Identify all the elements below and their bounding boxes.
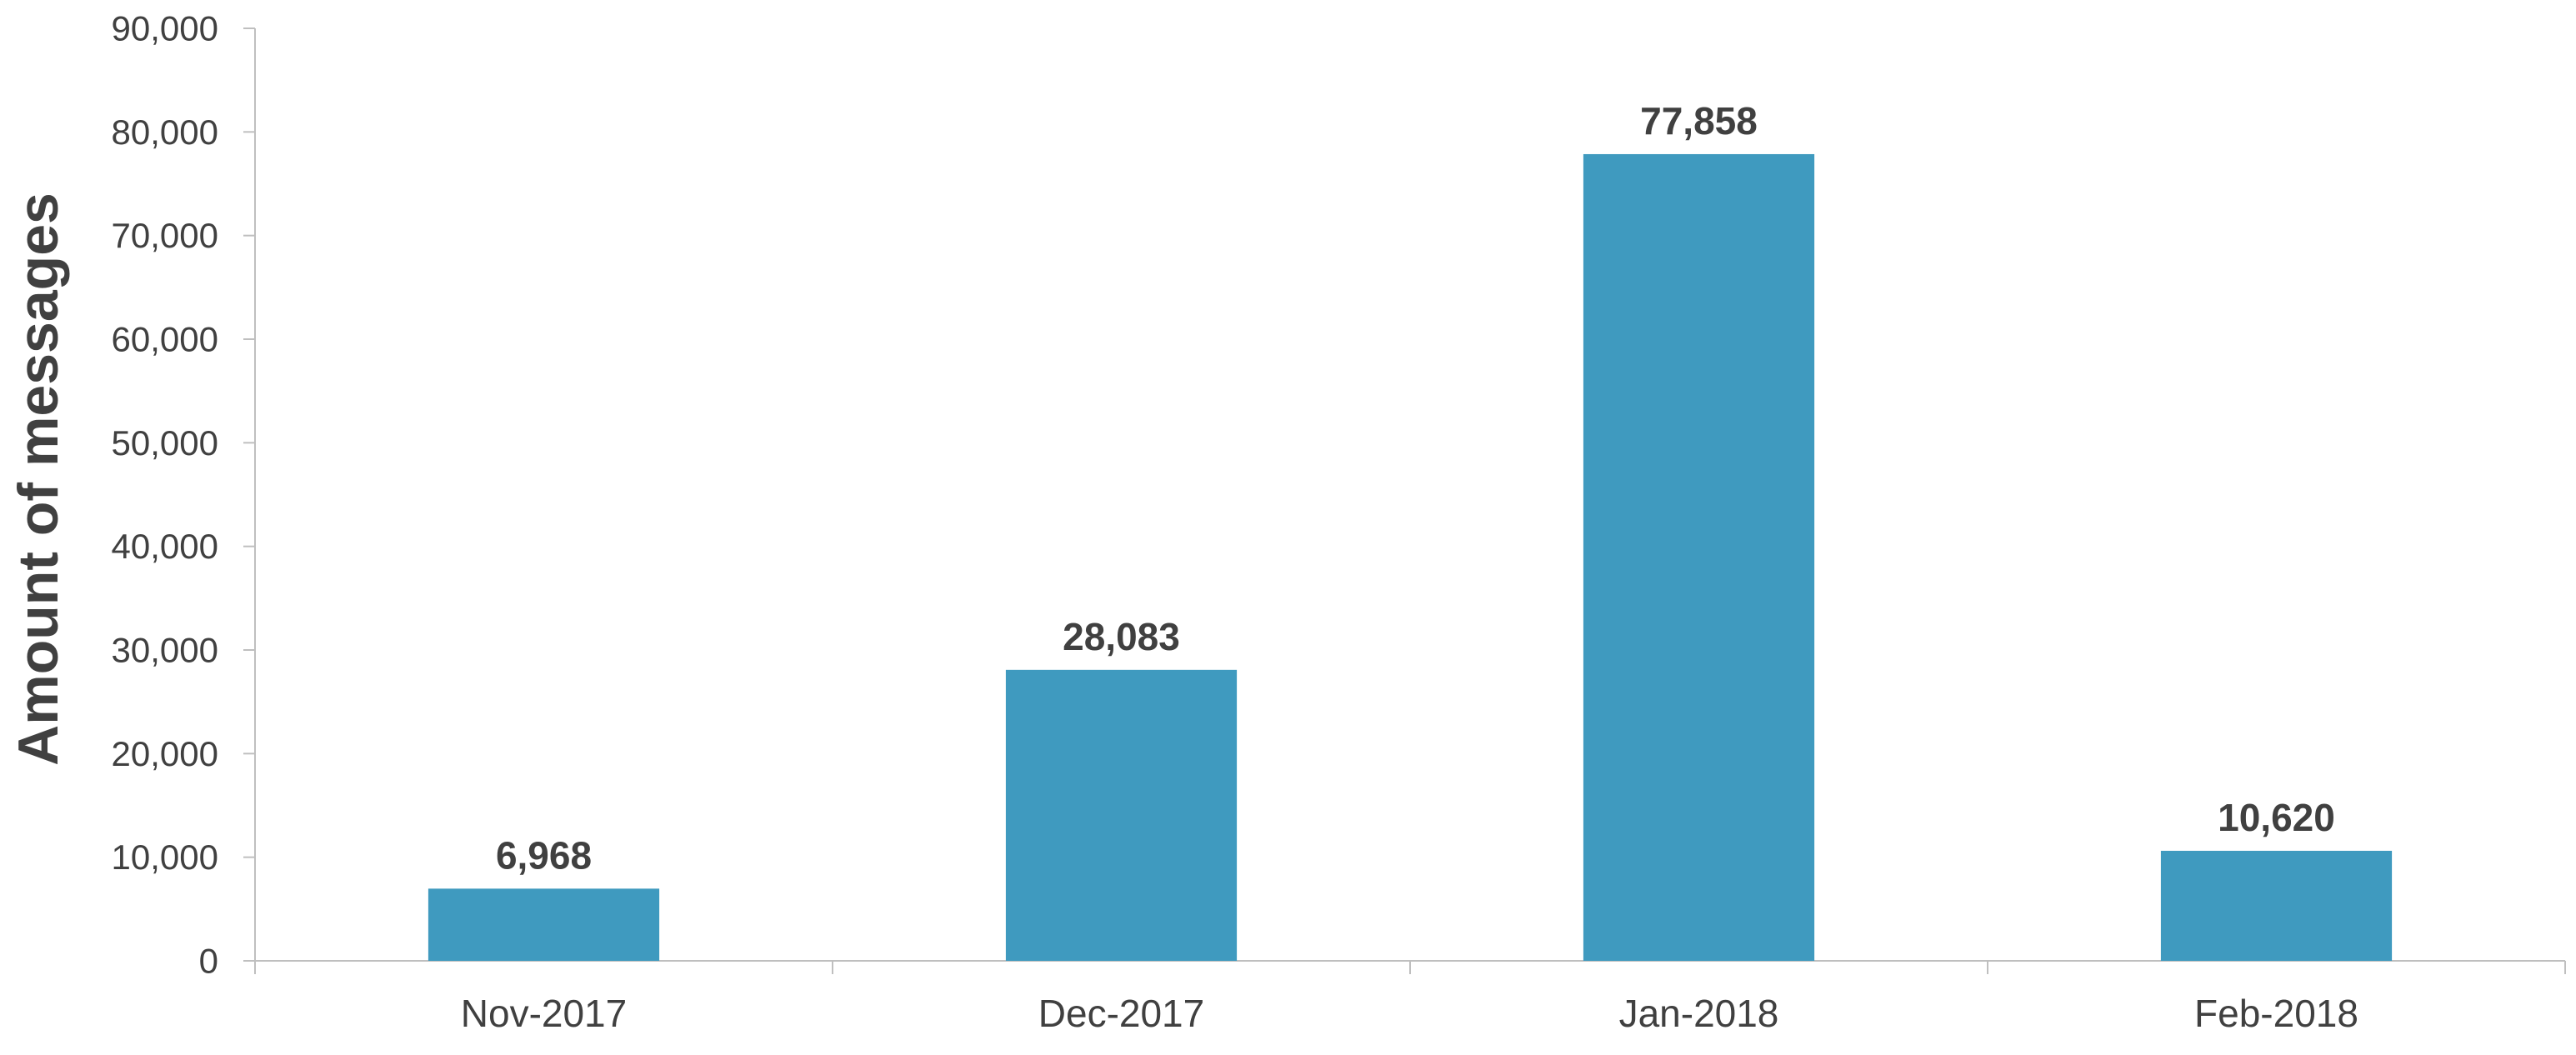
bar-dec-2017 [1005,669,1238,961]
y-tick-label: 60,000 [112,320,218,359]
y-tick-label: 40,000 [112,527,218,566]
y-tick-label: 20,000 [112,734,218,773]
data-label: 77,858 [1640,99,1758,142]
y-tick-label: 80,000 [112,112,218,152]
x-tick-label: Feb-2018 [2194,992,2358,1035]
data-label: 28,083 [1063,615,1180,658]
y-tick-label: 10,000 [112,838,218,877]
x-tick-label: Jan-2018 [1619,992,1779,1035]
data-label: 10,620 [2218,796,2335,839]
data-label: 6,968 [496,833,592,877]
x-tick-label: Dec-2017 [1038,992,1204,1035]
y-tick-label: 30,000 [112,631,218,670]
y-tick-label: 0 [199,942,218,981]
y-tick-label: 90,000 [112,9,218,48]
y-tick-label: 50,000 [112,423,218,462]
y-axis-title: Amount of messages [7,192,70,766]
y-tick-label: 70,000 [112,216,218,255]
bar-feb-2018 [2160,850,2393,961]
x-tick-label: Nov-2017 [461,992,627,1035]
bar-jan-2018 [1583,153,1815,962]
bar-nov-2017 [428,888,660,961]
